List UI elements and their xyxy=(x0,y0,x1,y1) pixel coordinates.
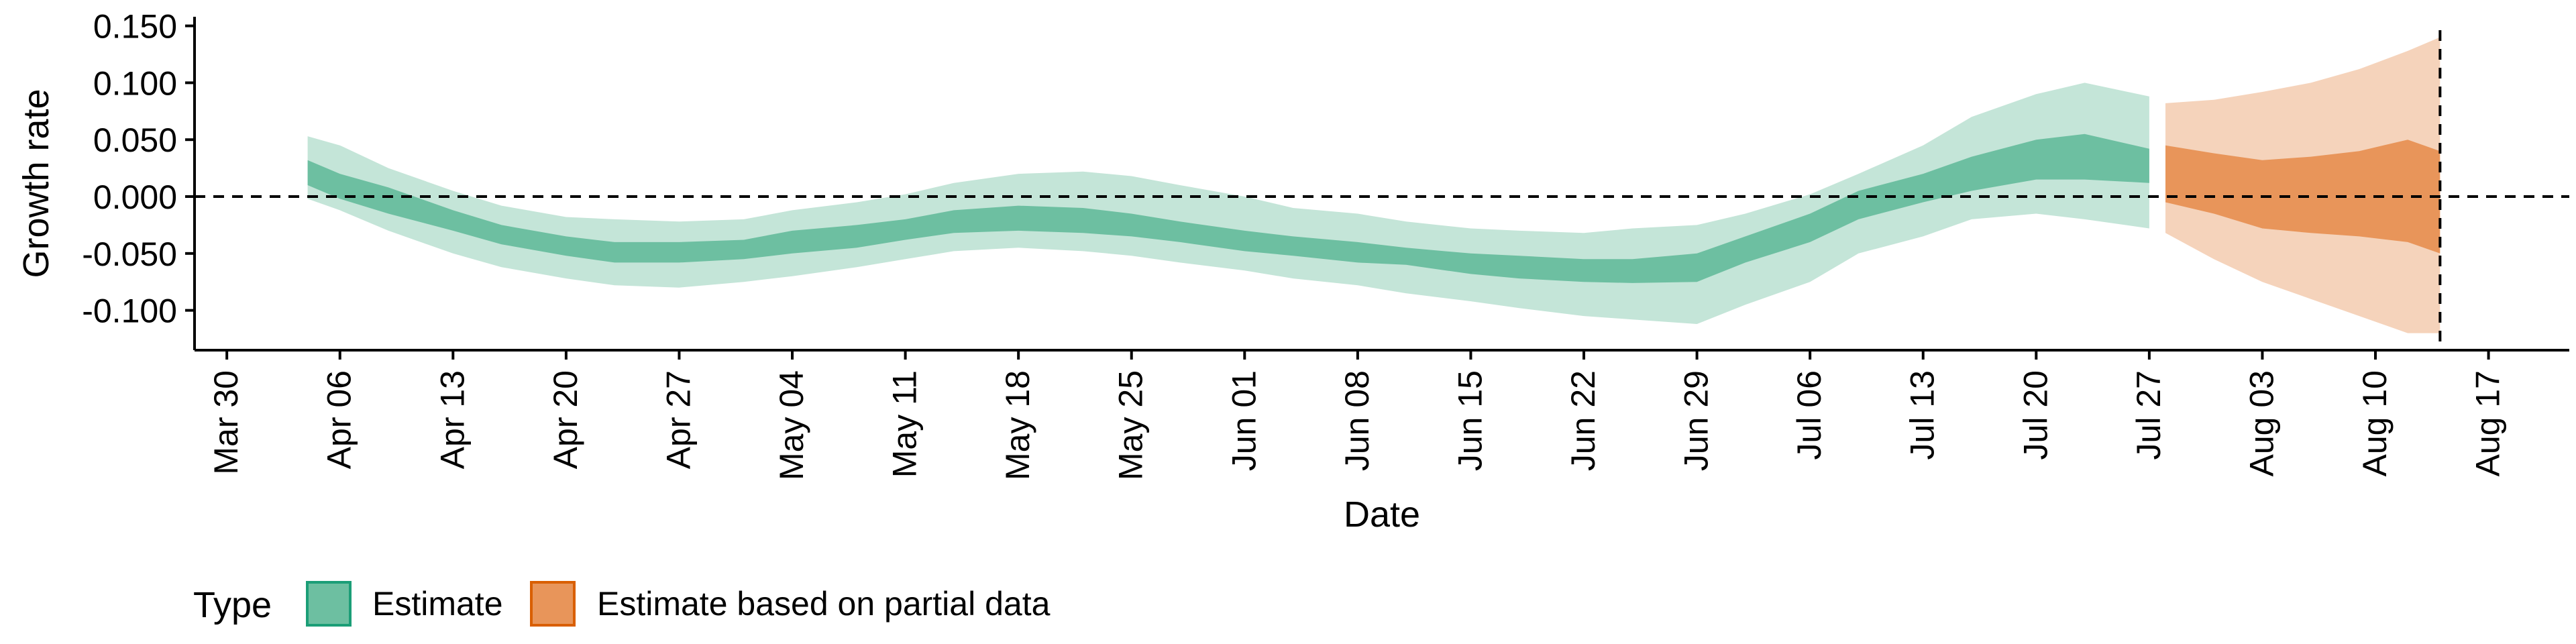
y-axis-label: Growth rate xyxy=(16,89,56,278)
x-tick-label: Jun 15 xyxy=(1451,370,1489,471)
x-axis-label: Date xyxy=(1344,494,1420,535)
x-tick-label: Apr 27 xyxy=(659,370,697,469)
legend: Type Estimate Estimate based on partial … xyxy=(193,581,1051,627)
x-tick-label: Aug 10 xyxy=(2356,370,2394,476)
x-tick-label: Jul 20 xyxy=(2017,370,2054,460)
reference-lines xyxy=(195,30,2569,350)
y-tick-label: 0.050 xyxy=(93,121,177,159)
x-tick-label: Jul 13 xyxy=(1904,370,1941,460)
x-tick-label: Apr 13 xyxy=(433,370,471,469)
y-tick-label: 0.000 xyxy=(93,178,177,216)
x-tick-label: Jul 27 xyxy=(2130,370,2167,460)
y-tick-label: -0.100 xyxy=(82,292,177,330)
legend-title: Type xyxy=(193,585,272,625)
y-tick-label: 0.100 xyxy=(93,64,177,102)
estimate-inner-band xyxy=(307,133,2149,283)
bands-layer xyxy=(307,37,2440,333)
x-tick-label: Jun 22 xyxy=(1564,370,1602,471)
x-tick-label: Apr 20 xyxy=(547,370,584,469)
x-tick-label: Jun 01 xyxy=(1225,370,1263,471)
x-tick-label: Jul 06 xyxy=(1790,370,1828,460)
legend-key-estimate xyxy=(306,581,352,627)
axes: -0.100 -0.050 0.000 0.050 0.100 0.150 Mar 30 Ap… xyxy=(82,8,2569,480)
legend-label-estimate: Estimate xyxy=(372,585,503,623)
legend-label-partial-data: Estimate based on partial data xyxy=(597,585,1051,623)
y-tick-label: 0.150 xyxy=(93,8,177,46)
x-tick-label: May 04 xyxy=(773,370,810,480)
x-tick-label: May 18 xyxy=(999,370,1036,480)
y-tick-label: -0.050 xyxy=(82,235,177,273)
legend-key-partial-data xyxy=(530,581,576,627)
x-tick-label: Aug 17 xyxy=(2469,370,2507,476)
x-tick-label: May 25 xyxy=(1112,370,1150,480)
x-tick-label: Jun 08 xyxy=(1338,370,1376,471)
x-tick-label: Mar 30 xyxy=(207,370,245,475)
x-tick-label: Aug 03 xyxy=(2243,370,2280,476)
x-tick-label: Jun 29 xyxy=(1678,370,1715,471)
x-tick-label: Apr 06 xyxy=(321,370,358,469)
x-tick-label: May 11 xyxy=(886,370,924,478)
